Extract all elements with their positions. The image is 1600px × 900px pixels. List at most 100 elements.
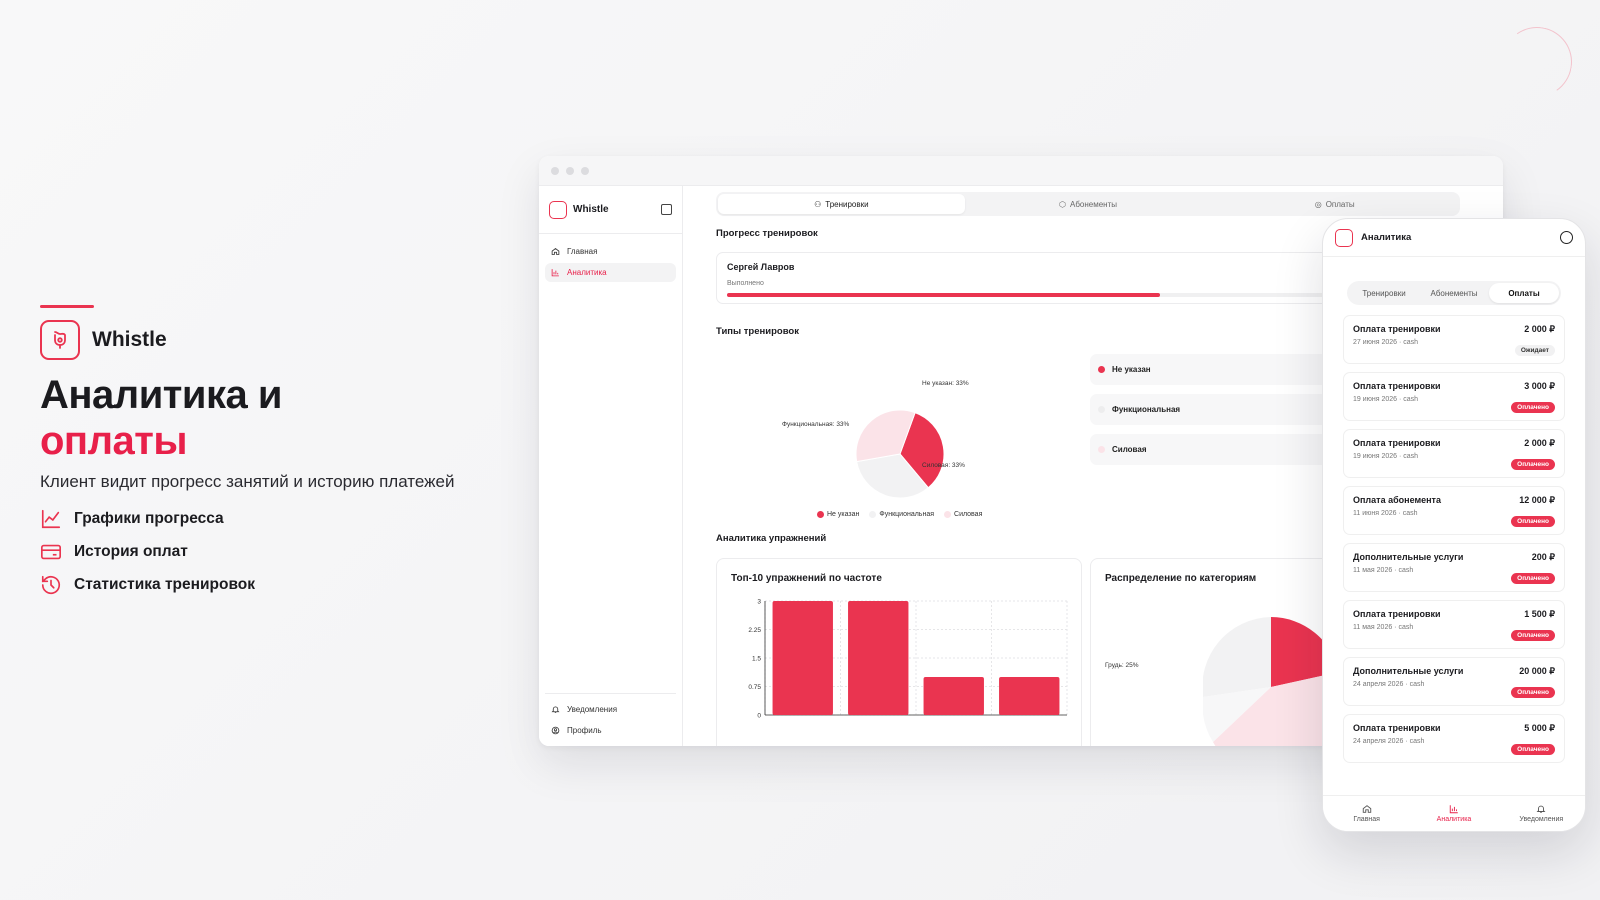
box-icon: ⬡ xyxy=(1059,199,1066,209)
payment-meta: 27 июня 2026 · cash xyxy=(1353,339,1419,346)
sidebar-item-analytics[interactable]: Аналитика xyxy=(545,263,676,282)
pie-slice[interactable] xyxy=(855,409,916,463)
phone-nav-notifications[interactable]: Уведомления xyxy=(1498,796,1585,831)
hero: Whistle Аналитика и оплаты Клиент видит … xyxy=(40,305,500,596)
window-titlebar xyxy=(539,156,1503,186)
home-icon xyxy=(551,247,560,255)
pie-slice-label: Силовая: 33% xyxy=(922,462,965,469)
payment-item[interactable]: Оплата тренировки 19 июня 2026 · cash 3 00… xyxy=(1343,372,1565,421)
payment-title: Оплата абонемента xyxy=(1353,495,1441,505)
status-badge: Оплачено xyxy=(1511,402,1555,413)
phone-header: Аналитика xyxy=(1323,219,1585,257)
payment-meta: 19 июня 2026 · cash xyxy=(1353,396,1419,403)
whistle-logo-icon xyxy=(40,320,80,360)
phone-bottom-nav: Главная Аналитика Уведомления xyxy=(1323,795,1585,831)
pie-legend: Не указан Функциональная Силовая xyxy=(817,511,982,518)
legend-label: Не указан xyxy=(827,511,860,518)
y-tick-label: 1.5 xyxy=(752,656,761,663)
progress-fill xyxy=(727,293,1161,297)
payment-amount: 3 000 ₽ xyxy=(1524,381,1555,391)
bell-icon xyxy=(551,706,560,713)
type-dot xyxy=(1098,446,1105,453)
sidebar-item-profile[interactable]: Профиль xyxy=(545,721,676,740)
phone-nav-label: Аналитика xyxy=(1436,816,1472,823)
bar[interactable] xyxy=(848,601,909,715)
feature-item: Графики прогресса xyxy=(40,508,500,530)
user-icon xyxy=(551,726,560,735)
sidebar-toggle-icon[interactable] xyxy=(661,204,672,215)
sidebar: Whistle Главная Аналитика Уведомления xyxy=(539,186,683,746)
coins-icon: ◎ xyxy=(1314,199,1322,209)
client-name: Сергей Лавров xyxy=(727,262,795,272)
window-dot[interactable] xyxy=(551,166,559,175)
home-icon xyxy=(1362,805,1371,813)
feature-label: Графики прогресса xyxy=(74,510,224,527)
payment-meta: 24 апреля 2026 · cash xyxy=(1353,738,1425,745)
top10-title: Топ-10 упражнений по частоте xyxy=(731,573,882,584)
progress-track xyxy=(727,293,1449,297)
payment-item[interactable]: Оплата тренировки 19 июня 2026 · cash 2 00… xyxy=(1343,429,1565,478)
phone-nav-home[interactable]: Главная xyxy=(1323,796,1410,831)
tab-subscriptions[interactable]: ⬡ Абонементы xyxy=(965,194,1212,214)
bar-chart-icon xyxy=(1449,805,1458,814)
hero-title-line2: оплаты xyxy=(40,419,188,463)
bar-chart-icon xyxy=(551,269,559,277)
history-icon xyxy=(41,575,61,595)
payment-item[interactable]: Дополнительные услуги 24 апреля 2026 · ca… xyxy=(1343,657,1565,706)
categories-pie-chart xyxy=(1203,617,1333,746)
pie-slice[interactable] xyxy=(856,453,929,499)
status-badge: Ожидает xyxy=(1514,345,1555,356)
phone-tab-trainings[interactable]: Тренировки xyxy=(1362,288,1406,298)
progress-label: Выполнено xyxy=(727,280,764,287)
payment-item[interactable]: Оплата тренировки 11 мая 2026 · cash 1 500… xyxy=(1343,600,1565,649)
payment-item[interactable]: Дополнительные услуги 11 мая 2026 · cash 2… xyxy=(1343,543,1565,592)
payment-title: Оплата тренировки xyxy=(1353,381,1441,391)
category-slice xyxy=(1213,673,1333,746)
bell-icon xyxy=(1536,805,1546,813)
window-dot[interactable] xyxy=(581,166,589,175)
tab-trainings[interactable]: ⚇ Тренировки xyxy=(718,194,965,214)
payment-meta: 19 июня 2026 · cash xyxy=(1353,453,1419,460)
bar[interactable] xyxy=(772,601,833,715)
y-tick-label: 2.25 xyxy=(748,627,761,634)
tab-payments[interactable]: ◎ Оплаты xyxy=(1211,194,1458,214)
payment-item[interactable]: Оплата тренировки 27 июня 2026 · cash 2 00… xyxy=(1343,315,1565,364)
payment-amount: 12 000 ₽ xyxy=(1519,495,1555,505)
sidebar-item-notifications[interactable]: Уведомления xyxy=(545,700,676,719)
top10-card: Топ-10 упражнений по частоте 0 0.75 1.5 2.2… xyxy=(716,558,1082,746)
sidebar-header: Whistle xyxy=(539,186,682,234)
exercises-section-title: Аналитика упражнений xyxy=(716,533,827,544)
payment-amount: 2 000 ₽ xyxy=(1524,438,1555,448)
payment-item[interactable]: Оплата тренировки 24 апреля 2026 · cash 5 … xyxy=(1343,714,1565,763)
phone-tab-subscriptions[interactable]: Абонементы xyxy=(1430,288,1478,298)
payment-title: Оплата тренировки xyxy=(1353,324,1441,334)
legend-item: Силовая xyxy=(944,511,982,518)
top10-bar-chart: 0 0.75 1.5 2.25 3 xyxy=(748,599,1068,720)
types-section-title: Типы тренировок xyxy=(716,326,799,337)
status-badge: Оплачено xyxy=(1511,630,1555,641)
type-label: Функциональная xyxy=(1112,405,1181,414)
accent-bar xyxy=(40,305,94,308)
window-dot[interactable] xyxy=(566,166,574,175)
types-pie-chart xyxy=(855,409,945,499)
chart-line-icon xyxy=(41,509,61,529)
payment-item[interactable]: Оплата абонемента 11 июня 2026 · cash 12 0… xyxy=(1343,486,1565,535)
y-tick-label: 3 xyxy=(757,599,761,606)
sidebar-app-name: Whistle xyxy=(573,204,609,215)
phone-nav-label: Уведомления xyxy=(1519,816,1564,823)
sidebar-item-home[interactable]: Главная xyxy=(545,242,676,261)
legend-swatch xyxy=(817,511,824,518)
payment-meta: 24 апреля 2026 · cash xyxy=(1353,681,1425,688)
bar[interactable] xyxy=(923,677,984,715)
pie-slice[interactable] xyxy=(899,412,945,489)
phone-tab-payments[interactable]: Оплаты xyxy=(1489,283,1559,303)
phone-nav-label: Главная xyxy=(1353,816,1380,823)
pie-slice-label: Не указан: 33% xyxy=(922,380,969,387)
user-icon[interactable] xyxy=(1560,231,1573,244)
feature-item: Статистика тренировок xyxy=(40,574,500,596)
phone-nav-analytics[interactable]: Аналитика xyxy=(1410,796,1497,831)
bar[interactable] xyxy=(999,677,1060,715)
legend-label: Силовая xyxy=(954,511,983,518)
payment-title: Дополнительные услуги xyxy=(1353,666,1464,676)
sidebar-item-label: Профиль xyxy=(567,726,602,735)
